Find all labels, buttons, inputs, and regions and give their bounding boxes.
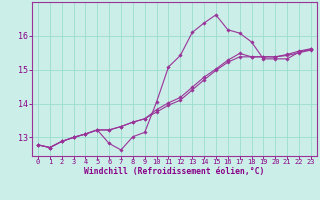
X-axis label: Windchill (Refroidissement éolien,°C): Windchill (Refroidissement éolien,°C)	[84, 167, 265, 176]
